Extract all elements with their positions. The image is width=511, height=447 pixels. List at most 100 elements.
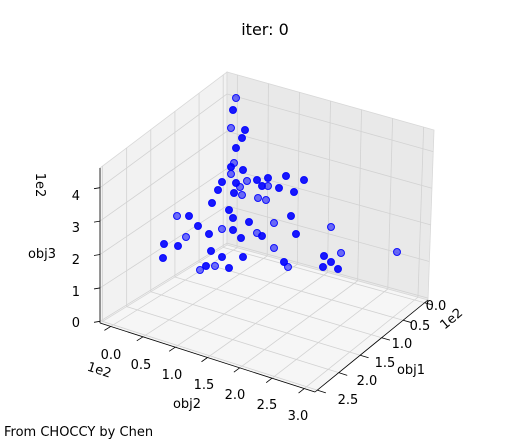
grid-line-y bbox=[357, 109, 362, 281]
x-tick-mark bbox=[381, 337, 391, 341]
data-point bbox=[282, 172, 290, 180]
data-point bbox=[275, 184, 283, 192]
data-point bbox=[319, 263, 327, 271]
x-axis-label: obj1 bbox=[397, 363, 425, 378]
grid-line-y bbox=[207, 272, 328, 358]
grid-line-z bbox=[226, 242, 429, 299]
data-point bbox=[218, 178, 226, 186]
data-point bbox=[225, 206, 233, 214]
x-tick-mark bbox=[338, 372, 348, 376]
data-point bbox=[264, 174, 272, 182]
grid-line-y bbox=[239, 280, 358, 369]
x-tick-mark bbox=[317, 389, 326, 394]
y-tick-label: 0.5 bbox=[131, 358, 152, 373]
grid-line-y bbox=[387, 118, 393, 290]
data-point bbox=[232, 94, 240, 102]
z-tick-mark bbox=[93, 320, 101, 323]
grid-line-y bbox=[303, 296, 419, 389]
data-point bbox=[239, 166, 247, 174]
z-tick-label: 4 bbox=[72, 189, 80, 204]
data-point bbox=[393, 248, 401, 256]
data-point bbox=[229, 214, 237, 222]
data-point bbox=[214, 186, 222, 194]
grid-line-x bbox=[126, 306, 339, 374]
grid-line-x bbox=[198, 261, 404, 321]
grid-line-y bbox=[142, 255, 268, 338]
grid-line-x bbox=[223, 246, 425, 304]
data-point bbox=[185, 212, 193, 220]
z-tick-mark bbox=[93, 187, 101, 190]
data-point bbox=[287, 212, 295, 220]
y-tick-mark bbox=[168, 346, 176, 352]
data-point bbox=[205, 230, 213, 238]
y-axis-label: obj2 bbox=[173, 397, 201, 412]
tick-marks bbox=[93, 187, 433, 394]
y-tick-mark bbox=[265, 377, 273, 383]
data-point bbox=[202, 262, 210, 270]
grid-line-z bbox=[226, 168, 431, 226]
y-tick-label: 0.0 bbox=[101, 348, 122, 363]
y-tick-mark bbox=[201, 357, 208, 363]
grid-line-y bbox=[110, 247, 238, 327]
data-point bbox=[254, 194, 262, 202]
data-point bbox=[160, 240, 168, 248]
z-offset-label: 1e2 bbox=[32, 173, 47, 198]
grid-line-z bbox=[99, 168, 228, 255]
data-point bbox=[243, 177, 251, 185]
y-tick-mark bbox=[298, 388, 305, 394]
grid-line-y bbox=[175, 263, 298, 348]
data-point bbox=[208, 199, 216, 207]
data-point bbox=[270, 219, 278, 227]
data-point bbox=[227, 163, 235, 171]
data-point bbox=[227, 170, 235, 178]
z-tick-label: 2 bbox=[72, 253, 80, 268]
y-tick-label: 3.0 bbox=[288, 409, 309, 424]
grid-line-z bbox=[99, 130, 228, 222]
data-point bbox=[245, 218, 253, 226]
x-tick-label: 2.5 bbox=[338, 393, 359, 408]
data-point bbox=[327, 223, 335, 231]
x-tick-mark bbox=[424, 302, 433, 306]
data-point bbox=[270, 244, 278, 252]
grid-line-y bbox=[327, 100, 331, 273]
z-tick-mark bbox=[93, 254, 101, 256]
y-tick-mark bbox=[233, 367, 240, 373]
data-point bbox=[290, 188, 298, 196]
data-point bbox=[300, 176, 308, 184]
y-tick-label: 2.0 bbox=[225, 388, 246, 403]
data-point bbox=[225, 264, 233, 272]
grid-line-y bbox=[417, 127, 425, 298]
data-point bbox=[258, 232, 266, 240]
grid-line-x bbox=[150, 291, 361, 356]
grid-line-y bbox=[266, 83, 269, 257]
data-point bbox=[320, 252, 328, 260]
z-tick-mark bbox=[93, 220, 101, 223]
y-tick-label: 1.0 bbox=[162, 368, 183, 383]
grid-line-z bbox=[226, 130, 433, 189]
data-point bbox=[292, 230, 300, 238]
data-point bbox=[253, 176, 261, 184]
data-point bbox=[241, 126, 249, 134]
x-axis-line bbox=[314, 299, 429, 393]
grid-line-x bbox=[174, 276, 382, 339]
chart-title: iter: 0 bbox=[241, 20, 289, 39]
x-tick-label: 0.0 bbox=[426, 299, 447, 314]
grid-line-y bbox=[271, 288, 389, 379]
data-point bbox=[230, 189, 238, 197]
data-point bbox=[236, 183, 244, 191]
data-point bbox=[173, 212, 181, 220]
data-point bbox=[239, 253, 247, 261]
x-tick-label: 0.5 bbox=[410, 319, 431, 334]
y-tick-mark bbox=[136, 336, 144, 342]
x-tick-label: 1.5 bbox=[375, 356, 396, 371]
z-tick-label: 3 bbox=[72, 221, 80, 236]
grid-line-z bbox=[99, 93, 228, 189]
data-point bbox=[211, 262, 219, 270]
credit-text: From CHOCCY by Chen bbox=[4, 425, 154, 440]
data-point bbox=[218, 225, 226, 233]
z-tick-mark bbox=[93, 287, 101, 290]
data-point bbox=[232, 144, 240, 152]
y-tick-label: 1.5 bbox=[194, 378, 215, 393]
data-point bbox=[194, 222, 202, 230]
